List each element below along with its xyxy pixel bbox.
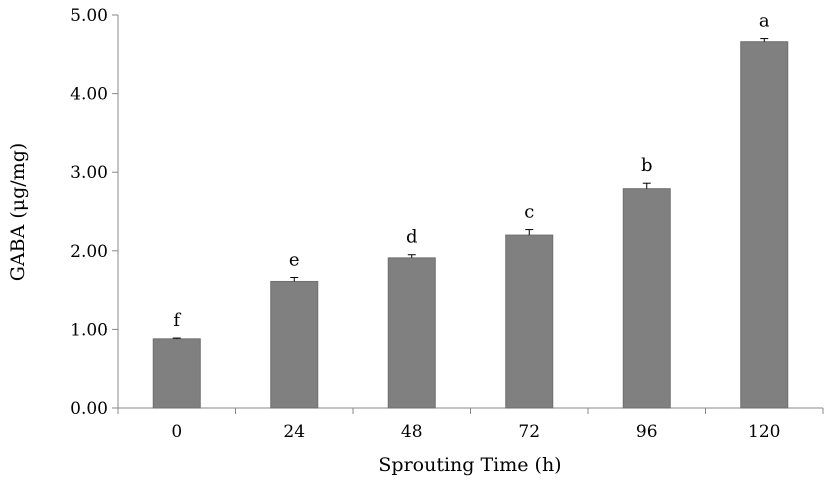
bar-0 <box>152 338 201 409</box>
bar-24 <box>270 280 319 409</box>
bar-96 <box>622 188 671 409</box>
y-tick-label: 1.00 <box>70 320 108 340</box>
x-tick-label: 96 <box>636 422 658 442</box>
y-tick-label: 2.00 <box>70 242 108 262</box>
significance-letter: b <box>641 155 653 176</box>
x-axis-label: Sprouting Time (h) <box>378 454 561 476</box>
x-tick-label: 0 <box>171 422 182 442</box>
significance-letter: f <box>173 310 181 331</box>
significance-letter: e <box>289 250 300 271</box>
x-tick-label: 72 <box>518 422 540 442</box>
y-tick-label: 5.00 <box>70 6 108 26</box>
x-tick-label: 24 <box>283 422 305 442</box>
significance-letter: a <box>759 11 770 32</box>
significance-letter: c <box>524 202 534 223</box>
bar-120 <box>740 41 789 409</box>
significance-letter: d <box>406 227 418 248</box>
y-tick-label: 4.00 <box>70 85 108 105</box>
y-axis-label: GABA (μg/mg) <box>7 143 29 282</box>
x-tick-label: 48 <box>401 422 423 442</box>
x-tick-label: 120 <box>748 422 780 442</box>
y-tick-label: 3.00 <box>70 163 108 183</box>
bar-72 <box>505 234 554 409</box>
bar-48 <box>387 257 436 409</box>
y-tick-label: 0.00 <box>70 399 108 419</box>
